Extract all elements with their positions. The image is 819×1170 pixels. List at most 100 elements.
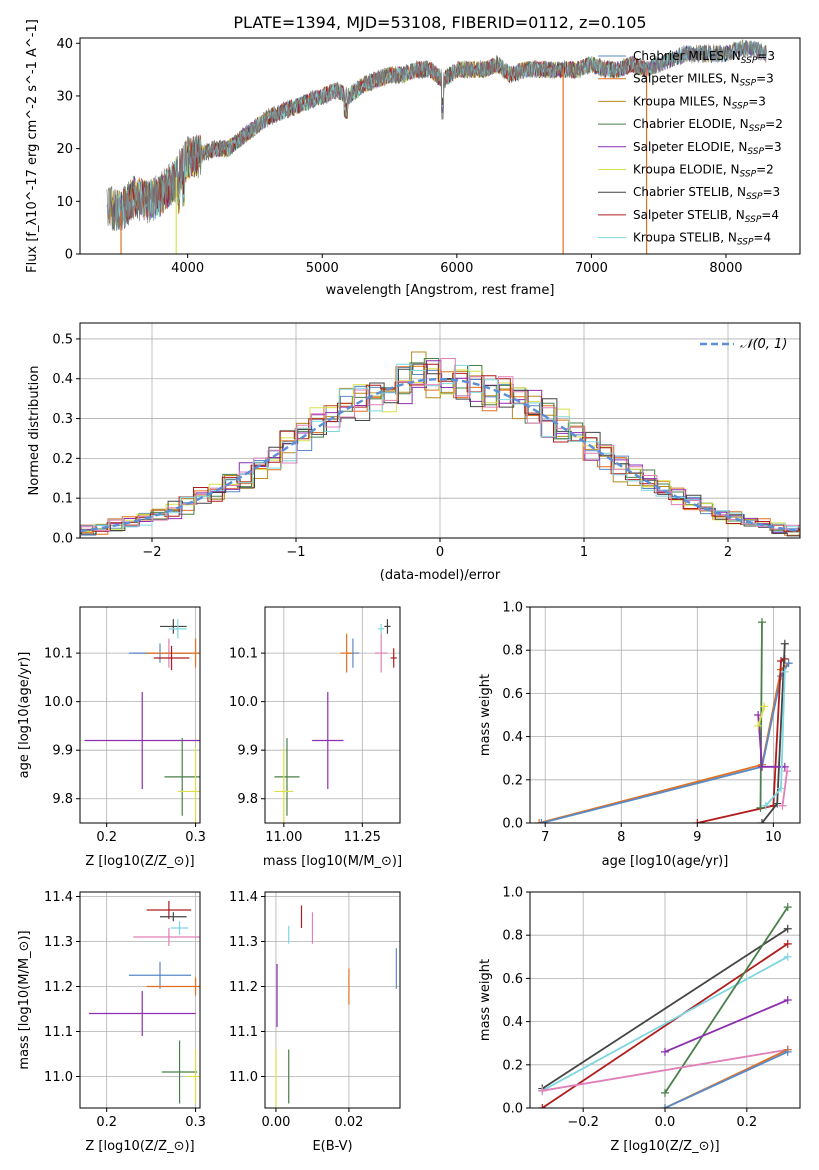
x-tick-label: 8000 bbox=[709, 261, 742, 276]
mass-weight-line bbox=[538, 662, 790, 823]
mass-weight-point bbox=[535, 819, 544, 823]
panel-residuals: −2 −1 0 1 2 0.0 0.1 0.2 0.3 0.4 0.5 (data-model)/er… bbox=[27, 322, 801, 583]
x-tick-label: −1 bbox=[286, 545, 305, 560]
y-tick-label: 9.9 bbox=[237, 744, 258, 759]
y-tick-label: 0.2 bbox=[52, 452, 73, 467]
y-tick-label: 11.2 bbox=[229, 980, 258, 995]
x-tick-label: 0.0 bbox=[655, 1115, 676, 1130]
panel-spectrum: 4000 5000 6000 7000 8000 0 10 20 30 40 wavelength … bbox=[25, 19, 801, 298]
y-tick-label: 9.9 bbox=[52, 744, 73, 759]
y-tick-label: 10.0 bbox=[229, 695, 258, 710]
figure-title: PLATE=1394, MJD=53108, FIBERID=0112, z=0… bbox=[233, 13, 646, 32]
x-tick-label: 2 bbox=[724, 545, 732, 560]
legend-label: Chabrier MILES, NSSP=3 bbox=[633, 49, 775, 66]
y-tick-label: 11.2 bbox=[44, 980, 73, 995]
x-axis-label: wavelength [Angstrom, rest frame] bbox=[326, 283, 555, 298]
x-tick-label: 10 bbox=[765, 830, 782, 845]
panel-age_vs_mass: 11.00 11.25 9.8 9.9 10.0 10.1 mass [log10(M/M_… bbox=[229, 606, 402, 869]
x-axis-label: E(B-V) bbox=[312, 1139, 352, 1154]
y-axis-label: mass [log10(M/M_⊙)] bbox=[17, 930, 32, 1069]
mass-weight-line bbox=[541, 662, 790, 823]
mass-weight-point bbox=[537, 819, 546, 823]
y-tick-label: 0.4 bbox=[502, 730, 523, 745]
mass-weight-line bbox=[541, 943, 789, 1108]
axes-frame bbox=[79, 891, 201, 1109]
mass-weight-point bbox=[661, 1088, 669, 1097]
y-tick-label: 0.2 bbox=[502, 773, 523, 788]
y-tick-label: 1.0 bbox=[502, 886, 523, 901]
legend-label: Chabrier ELODIE, NSSP=2 bbox=[633, 117, 783, 134]
x-axis-label: Z [log10(Z/Z_⊙)] bbox=[85, 854, 194, 869]
y-tick-label: 0.8 bbox=[502, 644, 523, 659]
y-tick-label: 10 bbox=[56, 195, 73, 210]
y-axis-label: age [log10(age/yr)] bbox=[17, 652, 32, 779]
axes-frame bbox=[264, 891, 401, 1109]
mass-weight-point bbox=[761, 801, 770, 810]
spectrum-observed-line bbox=[106, 39, 767, 232]
x-tick-label: 1 bbox=[580, 545, 588, 560]
spectrum-series-line bbox=[113, 40, 767, 230]
y-tick-label: 0.5 bbox=[52, 332, 73, 347]
axes-frame bbox=[79, 37, 801, 255]
mass-weight-point bbox=[757, 762, 766, 771]
mass-weight-point bbox=[661, 1104, 669, 1108]
x-tick-label: 9 bbox=[693, 830, 701, 845]
legend-label: Kroupa ELODIE, NSSP=2 bbox=[633, 163, 774, 180]
x-tick-label: 0.02 bbox=[334, 1115, 363, 1130]
axes-frame bbox=[529, 606, 801, 824]
y-tick-label: 0.0 bbox=[502, 1102, 523, 1117]
y-tick-label: 9.8 bbox=[52, 792, 73, 807]
axes-frame bbox=[264, 606, 401, 824]
plot-area-massweight_vs_age bbox=[535, 618, 793, 823]
mass-weight-point bbox=[780, 639, 789, 648]
panel-age_vs_Z: 0.2 0.3 9.8 9.9 10.0 10.1 Z [log10(Z/Z_⊙)] age … bbox=[17, 606, 206, 869]
mass-weight-line bbox=[664, 999, 789, 1053]
plot-area-age_vs_mass bbox=[274, 619, 397, 823]
x-tick-label: 0.2 bbox=[96, 1115, 117, 1130]
y-tick-label: 0.2 bbox=[502, 1058, 523, 1073]
y-axis-label: mass weight bbox=[478, 959, 493, 1041]
x-tick-label: −0.2 bbox=[567, 1115, 599, 1130]
legend-label: 𝒩(0, 1) bbox=[740, 337, 787, 352]
y-tick-label: 0.3 bbox=[52, 412, 73, 427]
x-tick-label: 0.3 bbox=[185, 1115, 206, 1130]
x-tick-label: 0 bbox=[436, 545, 444, 560]
x-tick-label: 6000 bbox=[440, 261, 473, 276]
y-axis-label: Normed distribution bbox=[27, 366, 42, 496]
x-axis-label: age [log10(age/yr)] bbox=[602, 854, 729, 869]
legend-label: Kroupa MILES, NSSP=3 bbox=[633, 94, 766, 111]
x-tick-label: 4000 bbox=[171, 261, 204, 276]
mass-weight-point bbox=[754, 721, 763, 730]
y-tick-label: 0.1 bbox=[52, 492, 73, 507]
histogram-step-series bbox=[80, 363, 800, 532]
legend-label: Kroupa STELIB, NSSP=4 bbox=[633, 231, 771, 248]
mass-weight-point bbox=[783, 939, 792, 948]
x-axis-label: (data-model)/error bbox=[380, 568, 501, 583]
mass-weight-point bbox=[757, 819, 766, 823]
panel-massweight_vs_age: 7 8 9 10 0.0 0.2 0.4 0.6 0.8 1.0 age [log10(age/yr… bbox=[478, 601, 801, 869]
mass-weight-line bbox=[541, 956, 789, 1092]
mass-weight-point bbox=[776, 784, 785, 793]
y-tick-label: 11.3 bbox=[229, 935, 258, 950]
mass-weight-point bbox=[778, 801, 787, 810]
mass-weight-point bbox=[780, 667, 789, 676]
y-tick-label: 1.0 bbox=[502, 601, 523, 616]
mass-weight-point bbox=[783, 996, 792, 1004]
legend-label: Chabrier STELIB, NSSP=3 bbox=[633, 185, 780, 202]
x-axis-label: Z [log10(Z/Z_⊙)] bbox=[610, 1139, 719, 1154]
x-tick-label: 11.00 bbox=[265, 830, 302, 845]
x-tick-label: 7000 bbox=[575, 261, 608, 276]
mass-weight-line bbox=[542, 1048, 788, 1092]
x-tick-label: 0.3 bbox=[185, 830, 206, 845]
mass-weight-point bbox=[783, 952, 792, 961]
y-tick-label: 40 bbox=[56, 37, 73, 52]
y-tick-label: 10.1 bbox=[44, 647, 73, 662]
y-tick-label: 0.4 bbox=[502, 1015, 523, 1030]
mass-weight-point bbox=[783, 767, 792, 776]
mass-weight-point bbox=[757, 618, 766, 627]
plot-area-age_vs_Z bbox=[84, 619, 200, 823]
plot-area-massweight_vs_Z bbox=[538, 903, 792, 1108]
plot-area-mass_vs_Z bbox=[88, 901, 200, 1104]
legend-label: Salpeter STELIB, NSSP=4 bbox=[633, 208, 779, 225]
